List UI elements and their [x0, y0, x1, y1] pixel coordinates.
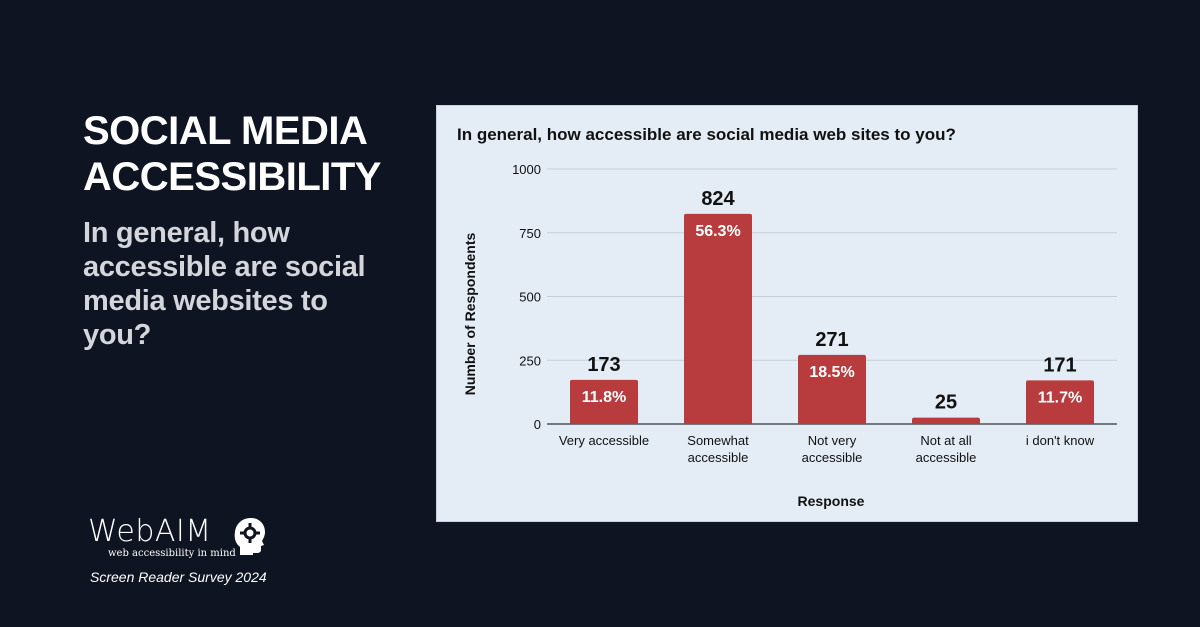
x-tick-label: Not at all	[920, 433, 971, 448]
bars: 173 11.8% 824 56.3% 271 18.5% 25 171 11.7%	[570, 188, 1094, 424]
y-axis-ticks: 0 250 500 750 1000	[512, 162, 541, 432]
chart-panel: In general, how accessible are social me…	[436, 105, 1138, 522]
y-tick-label: 500	[519, 290, 541, 305]
y-tick-label: 250	[519, 353, 541, 368]
bar-percent-label: 11.7%	[1038, 389, 1082, 406]
x-tick-label: Somewhat	[687, 433, 749, 448]
subheading: In general, how accessible are social me…	[83, 217, 366, 351]
webaim-logo: WebAIM web accessibility in mind	[88, 514, 265, 559]
headline-line-1: SOCIAL MEDIA	[83, 109, 368, 153]
headline-line-2: ACCESSIBILITY	[83, 155, 381, 199]
bar-percent-label: 11.8%	[582, 389, 626, 406]
brand-tagline: web accessibility in mind	[108, 548, 236, 559]
x-tick-label: Not very	[808, 433, 857, 448]
bar-percent-label: 56.3%	[695, 223, 740, 240]
bar-value-label: 824	[701, 188, 735, 210]
head-gear-icon	[234, 518, 265, 555]
bar	[912, 417, 980, 424]
bar	[1026, 380, 1094, 424]
x-axis-label: Response	[798, 493, 865, 509]
x-axis-ticks: Very accessible Somewhat accessible Not ver…	[559, 433, 1095, 465]
x-tick-label: Very accessible	[559, 433, 649, 448]
bar-value-label: 171	[1043, 354, 1076, 376]
brand-name: WebAIM	[88, 514, 212, 549]
x-tick-label: accessible	[802, 450, 863, 465]
y-axis-label: Number of Respondents	[462, 233, 478, 396]
bar	[684, 213, 752, 424]
bar-percent-label: 18.5%	[809, 364, 854, 381]
x-tick-label: accessible	[688, 450, 749, 465]
y-tick-label: 1000	[512, 162, 541, 177]
bar-value-label: 173	[587, 354, 620, 376]
x-tick-label: i don't know	[1026, 433, 1095, 448]
x-tick-label: accessible	[916, 450, 977, 465]
chart-title: In general, how accessible are social me…	[457, 125, 956, 144]
bar	[570, 379, 638, 424]
headline: SOCIAL MEDIA ACCESSIBILITY	[83, 108, 413, 200]
bar-chart: In general, how accessible are social me…	[457, 125, 1117, 509]
y-tick-label: 750	[519, 226, 541, 241]
bar-value-label: 271	[815, 329, 848, 351]
survey-label: Screen Reader Survey 2024	[90, 569, 267, 585]
bar	[798, 354, 866, 424]
y-tick-label: 0	[534, 417, 541, 432]
bar-value-label: 25	[935, 392, 957, 414]
